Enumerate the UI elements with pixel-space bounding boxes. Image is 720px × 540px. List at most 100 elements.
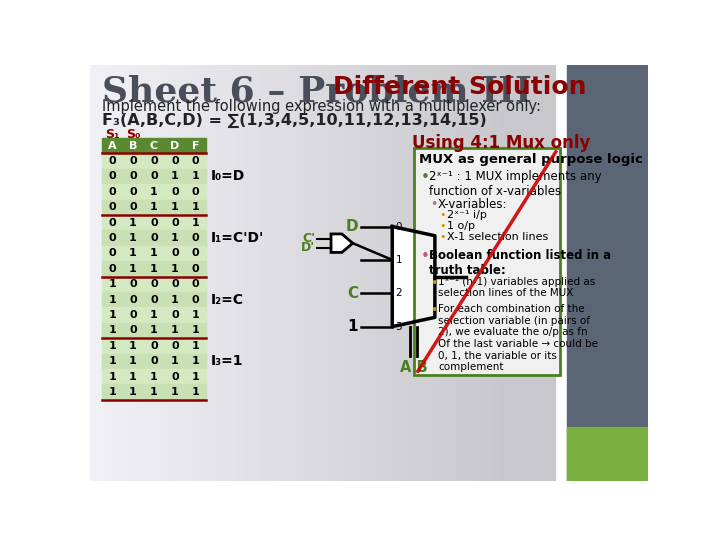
Text: Boolean function listed in a
truth table:: Boolean function listed in a truth table…: [428, 249, 611, 277]
Text: 0: 0: [150, 356, 158, 366]
Text: S₁: S₁: [105, 128, 120, 141]
Bar: [261, 65, 269, 481]
Bar: [164, 246, 185, 261]
Bar: [143, 231, 164, 246]
Text: 0: 0: [150, 341, 158, 351]
Bar: [185, 246, 206, 261]
Bar: [152, 65, 160, 481]
Bar: [143, 384, 164, 400]
Text: 0: 0: [192, 233, 199, 243]
Text: 1: 1: [108, 356, 116, 366]
Text: 0: 0: [171, 187, 179, 197]
Bar: [191, 65, 199, 481]
Bar: [539, 65, 547, 481]
Bar: [164, 138, 185, 153]
Bar: [143, 169, 164, 184]
Text: 0: 0: [171, 248, 179, 259]
Bar: [508, 65, 516, 481]
Bar: [185, 384, 206, 400]
Bar: [300, 65, 307, 481]
Bar: [454, 65, 462, 481]
Bar: [462, 65, 469, 481]
Bar: [106, 65, 113, 481]
Text: I₀=D: I₀=D: [211, 170, 245, 184]
Bar: [122, 246, 143, 261]
Text: 0: 0: [129, 310, 137, 320]
Text: C: C: [347, 286, 358, 301]
Bar: [323, 65, 330, 481]
Bar: [102, 369, 122, 384]
Bar: [122, 384, 143, 400]
Text: 1: 1: [150, 310, 158, 320]
Text: 0: 0: [129, 279, 137, 289]
Bar: [164, 384, 185, 400]
Bar: [102, 261, 122, 276]
Text: 1: 1: [171, 387, 179, 397]
Bar: [185, 231, 206, 246]
Bar: [144, 65, 152, 481]
Text: •: •: [431, 198, 438, 211]
Text: 0: 0: [192, 156, 199, 166]
Bar: [269, 65, 276, 481]
Text: 2ˣ⁻¹ i/p: 2ˣ⁻¹ i/p: [447, 211, 487, 220]
Bar: [446, 65, 454, 481]
Bar: [143, 292, 164, 307]
Text: 1: 1: [192, 341, 199, 351]
Bar: [238, 65, 245, 481]
Text: 0: 0: [150, 156, 158, 166]
Bar: [129, 65, 137, 481]
PathPatch shape: [331, 234, 353, 252]
Text: 0: 0: [192, 248, 199, 259]
Text: 2: 2: [395, 288, 402, 298]
Bar: [122, 369, 143, 384]
Bar: [164, 153, 185, 168]
Text: 0: 0: [129, 156, 137, 166]
Text: 0: 0: [192, 279, 199, 289]
Text: F: F: [192, 140, 199, 151]
Bar: [524, 65, 532, 481]
Text: D': D': [301, 241, 315, 254]
Bar: [121, 65, 129, 481]
Bar: [315, 65, 323, 481]
Text: 0: 0: [129, 172, 137, 181]
Text: 0: 0: [129, 295, 137, 305]
Bar: [143, 276, 164, 292]
Bar: [143, 369, 164, 384]
Bar: [122, 276, 143, 292]
Bar: [222, 65, 230, 481]
Bar: [102, 246, 122, 261]
Bar: [90, 65, 98, 481]
Bar: [122, 200, 143, 215]
Text: 0: 0: [171, 279, 179, 289]
Bar: [102, 215, 122, 231]
Text: 0: 0: [171, 372, 179, 382]
Text: Using 4:1 Mux only: Using 4:1 Mux only: [412, 134, 590, 152]
Bar: [143, 354, 164, 369]
Text: 0: 0: [171, 341, 179, 351]
Bar: [143, 184, 164, 200]
Text: 1: 1: [150, 202, 158, 212]
Text: 1: 1: [108, 279, 116, 289]
Bar: [532, 65, 539, 481]
Text: 1: 1: [171, 233, 179, 243]
Text: 0: 0: [108, 264, 116, 274]
Bar: [102, 307, 122, 323]
Text: 0: 0: [395, 221, 402, 232]
Text: 1: 1: [108, 372, 116, 382]
Text: 0: 0: [150, 218, 158, 228]
Bar: [185, 338, 206, 354]
Text: 0: 0: [171, 218, 179, 228]
Text: 1: 1: [192, 326, 199, 335]
Bar: [102, 200, 122, 215]
Text: Different Solution: Different Solution: [333, 75, 586, 99]
Bar: [102, 231, 122, 246]
Text: •: •: [439, 232, 446, 242]
Text: 0: 0: [150, 279, 158, 289]
Text: X-variables:: X-variables:: [438, 198, 508, 211]
Text: For each combination of the
selection variable (in pairs of
2), we evaluate the : For each combination of the selection va…: [438, 304, 598, 372]
Bar: [567, 427, 648, 481]
Text: 1: 1: [192, 172, 199, 181]
Text: 1: 1: [192, 387, 199, 397]
Text: 1: 1: [171, 326, 179, 335]
Bar: [143, 153, 164, 168]
